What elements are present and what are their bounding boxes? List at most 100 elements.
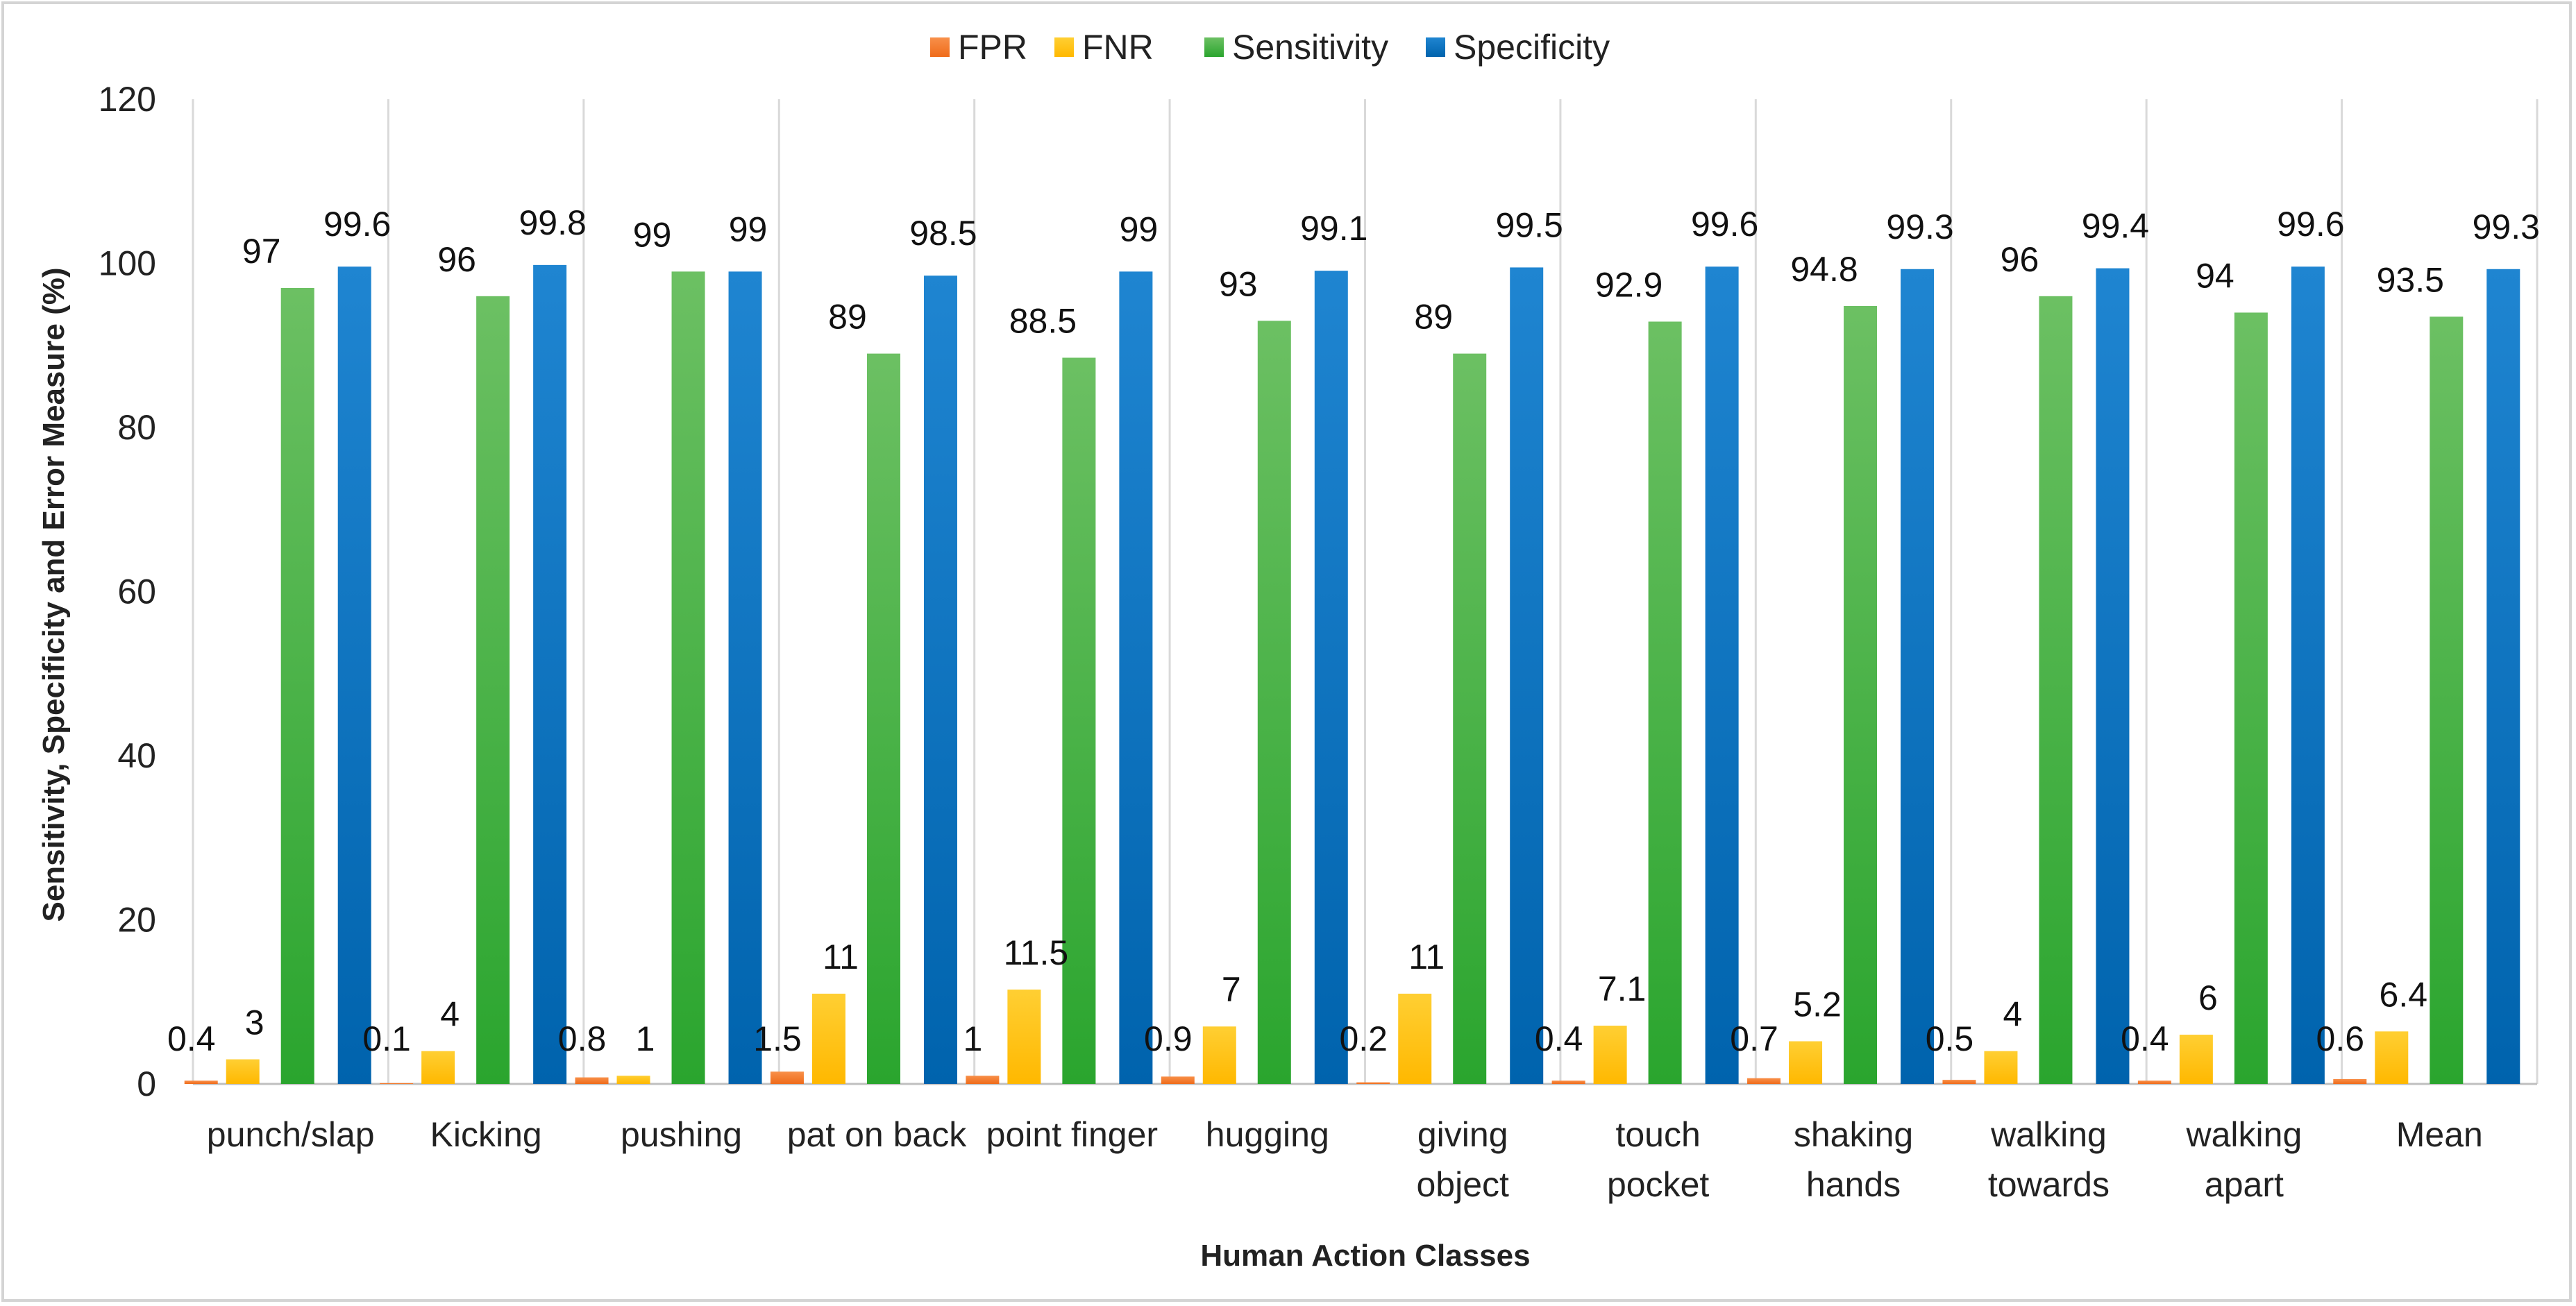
bar-sensitivity-3 <box>866 353 900 1085</box>
bar-sensitivity-9 <box>2039 296 2073 1084</box>
bar-fnr-0 <box>226 1059 260 1084</box>
bar-fpr-9 <box>1942 1080 1976 1084</box>
data-label-sensitivity: 93.5 <box>2377 260 2444 299</box>
data-label-fnr: 1 <box>636 1019 655 1058</box>
data-label-sensitivity: 93 <box>1219 264 1258 303</box>
x-tick-label-line: Kicking <box>430 1115 542 1154</box>
bar-specificity-6 <box>1510 267 1544 1085</box>
data-label-fnr: 7.1 <box>1598 969 1647 1008</box>
y-tick-label: 120 <box>99 80 156 119</box>
data-label-fnr: 3 <box>245 1003 264 1042</box>
data-label-fnr: 4 <box>440 995 460 1034</box>
x-tick-label-line: object <box>1416 1165 1509 1204</box>
x-tick-label-line: point finger <box>986 1115 1158 1154</box>
x-tick-label-line: giving <box>1417 1115 1508 1154</box>
y-tick-label: 40 <box>117 736 156 775</box>
bar-fnr-5 <box>1202 1026 1236 1084</box>
bar-fpr-2 <box>575 1077 609 1084</box>
x-tick-label-line: touch <box>1615 1115 1700 1154</box>
data-label-fpr: 1 <box>963 1019 982 1058</box>
x-tick-label-line: apart <box>2205 1165 2284 1204</box>
bar-sensitivity-2 <box>671 271 705 1085</box>
legend-label-fpr: FPR <box>958 28 1027 67</box>
bar-fpr-4 <box>966 1076 1000 1084</box>
data-label-specificity: 99.6 <box>323 205 391 244</box>
data-label-specificity: 99.1 <box>1300 209 1367 248</box>
bar-specificity-7 <box>1705 266 1739 1085</box>
x-tick-label-line: walking <box>1990 1115 2107 1154</box>
x-tick-label: touch pocket <box>1607 1115 1709 1204</box>
bar-specificity-2 <box>728 271 762 1085</box>
bar-fnr-2 <box>616 1076 650 1084</box>
bar-sensitivity-7 <box>1648 321 1682 1084</box>
x-tick-label-line: pat on back <box>787 1115 968 1154</box>
y-tick-label: 60 <box>117 573 156 611</box>
data-label-sensitivity: 94.8 <box>1790 250 1858 289</box>
x-tick-label-line: Mean <box>2396 1115 2483 1154</box>
x-tick-label: hugging <box>1206 1115 1329 1154</box>
data-label-fpr: 0.2 <box>1339 1019 1388 1058</box>
bar-fpr-0 <box>184 1080 218 1084</box>
bar-sensitivity-4 <box>1062 357 1096 1084</box>
data-label-fpr: 0.5 <box>1926 1019 1974 1058</box>
bar-fnr-11 <box>2375 1031 2409 1084</box>
data-label-specificity: 99.3 <box>2473 207 2540 246</box>
data-label-fpr: 0.7 <box>1730 1019 1778 1058</box>
bar-fpr-10 <box>2137 1080 2171 1084</box>
y-tick-label: 80 <box>117 408 156 447</box>
y-tick-label: 0 <box>137 1065 156 1103</box>
axis-layer: 0 20 40 60 80 100 120 punch/slap Kicking pushing p… <box>99 80 2483 1204</box>
data-label-fnr: 11.5 <box>1004 933 1069 972</box>
data-label-specificity: 99 <box>1120 210 1159 248</box>
bar-sensitivity-10 <box>2234 312 2268 1085</box>
bar-sensitivity-1 <box>476 296 510 1084</box>
bar-fnr-7 <box>1593 1026 1627 1084</box>
data-label-sensitivity: 89 <box>1414 298 1453 337</box>
bar-specificity-4 <box>1119 271 1153 1085</box>
bar-fnr-6 <box>1398 993 1432 1084</box>
x-tick-label: walking apart <box>2186 1115 2303 1204</box>
bar-fnr-10 <box>2179 1035 2213 1084</box>
legend-swatch-fnr <box>1054 37 1074 57</box>
data-label-specificity: 99.8 <box>519 203 586 242</box>
data-label-specificity: 99 <box>729 210 768 248</box>
bar-specificity-8 <box>1901 269 1935 1085</box>
data-label-fpr: 0.9 <box>1144 1019 1193 1058</box>
data-label-specificity: 99.5 <box>1496 205 1563 244</box>
data-label-sensitivity: 94 <box>2196 256 2234 295</box>
x-tick-label: point finger <box>986 1115 1158 1154</box>
data-label-fnr: 11 <box>823 938 859 976</box>
legend-label-fnr: FNR <box>1082 28 1154 67</box>
x-tick-label: Mean <box>2396 1115 2483 1154</box>
data-label-sensitivity: 96 <box>437 240 476 279</box>
data-label-fnr: 5.2 <box>1793 985 1842 1024</box>
data-label-fpr: 1.5 <box>753 1019 802 1058</box>
data-label-fnr: 6 <box>2198 978 2218 1017</box>
x-tick-label: giving object <box>1416 1115 1509 1204</box>
x-axis-title: Human Action Classes <box>1200 1239 1530 1273</box>
data-label-fpr: 0.8 <box>558 1019 607 1058</box>
y-tick-label: 20 <box>117 901 156 940</box>
bar-fnr-4 <box>1007 990 1041 1084</box>
data-label-fpr: 0.1 <box>362 1019 411 1058</box>
bar-fpr-8 <box>1747 1078 1781 1084</box>
data-label-fpr: 0.4 <box>1535 1019 1583 1058</box>
bar-fnr-3 <box>811 993 845 1084</box>
y-axis-title: Sensitivity, Specificity and Error Measu… <box>37 267 71 922</box>
x-tick-label: pushing <box>621 1115 742 1154</box>
bar-fpr-11 <box>2333 1078 2367 1084</box>
x-tick-label-line: hugging <box>1206 1115 1329 1154</box>
legend-swatch-sensitivity <box>1204 37 1224 57</box>
data-label-specificity: 99.6 <box>1691 205 1758 244</box>
bar-sensitivity-0 <box>280 287 314 1085</box>
data-label-fnr: 7 <box>1222 970 1241 1009</box>
x-tick-label: pat on back <box>787 1115 968 1154</box>
bar-specificity-5 <box>1314 271 1348 1085</box>
data-label-sensitivity: 88.5 <box>1009 301 1077 340</box>
data-label-fnr: 11 <box>1408 938 1445 976</box>
bar-sensitivity-8 <box>1844 305 1878 1084</box>
legend-label-specificity: Specificity <box>1454 28 1610 67</box>
x-tick-label-line: punch/slap <box>207 1115 375 1154</box>
